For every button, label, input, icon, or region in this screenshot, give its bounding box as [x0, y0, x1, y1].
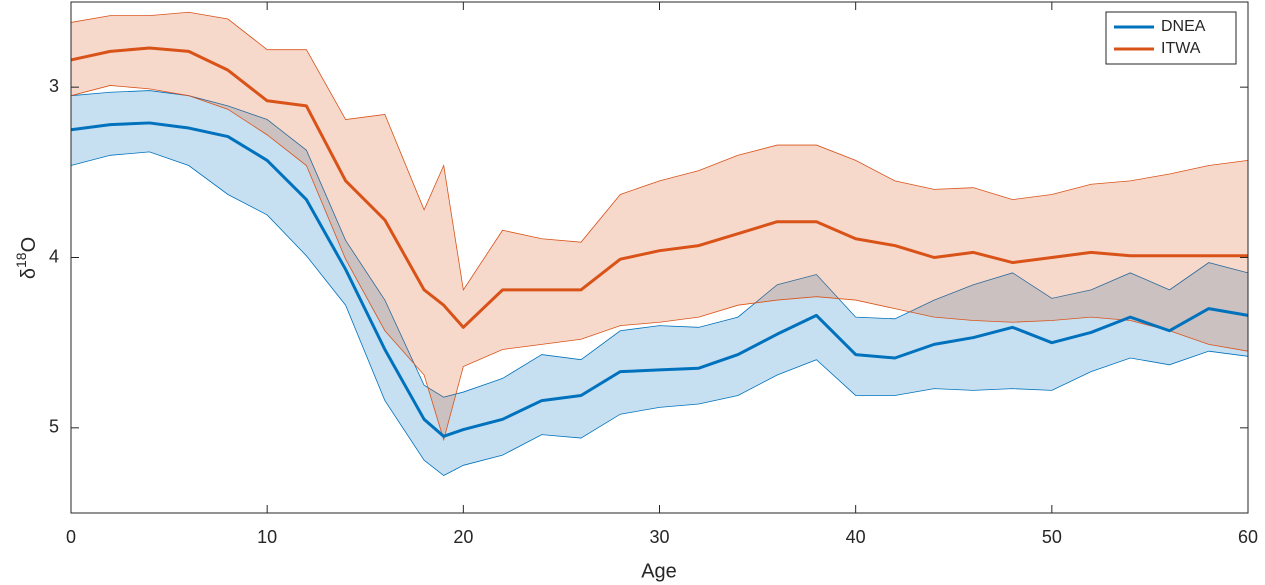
band-lower-edge — [70, 151, 1249, 477]
band-upper-edge — [70, 90, 1249, 398]
confidence-band — [71, 90, 1248, 476]
confidence-band — [71, 12, 1248, 440]
legend-label: DNEA — [1161, 18, 1206, 35]
x-axis-title: Age — [641, 560, 677, 582]
x-tick-label: 30 — [649, 527, 669, 547]
y-tick-label: 5 — [49, 417, 59, 437]
x-tick-label: 50 — [1042, 527, 1062, 547]
x-tick-label: 40 — [846, 527, 866, 547]
y-tick-label: 4 — [49, 246, 59, 266]
legend: DNEA ITWA — [1105, 11, 1237, 65]
x-tick-label: 20 — [453, 527, 473, 547]
legend-box — [1105, 11, 1237, 65]
y-title-symbol: δ — [18, 268, 40, 279]
x-tick-label: 0 — [66, 527, 76, 547]
y-title-superscript: 18 — [13, 252, 29, 268]
x-tick-label: 60 — [1238, 527, 1258, 547]
y-axis-title: δ18O — [13, 237, 41, 279]
x-tick-label: 10 — [257, 527, 277, 547]
y-tick-label: 3 — [49, 76, 59, 96]
plot-area — [70, 11, 1249, 477]
legend-label: ITWA — [1161, 40, 1201, 57]
mean-line — [70, 121, 1249, 438]
band-lower-edge — [70, 85, 1249, 442]
y-title-element: O — [18, 237, 40, 253]
mean-line — [70, 46, 1248, 329]
band-upper-edge — [70, 11, 1249, 291]
